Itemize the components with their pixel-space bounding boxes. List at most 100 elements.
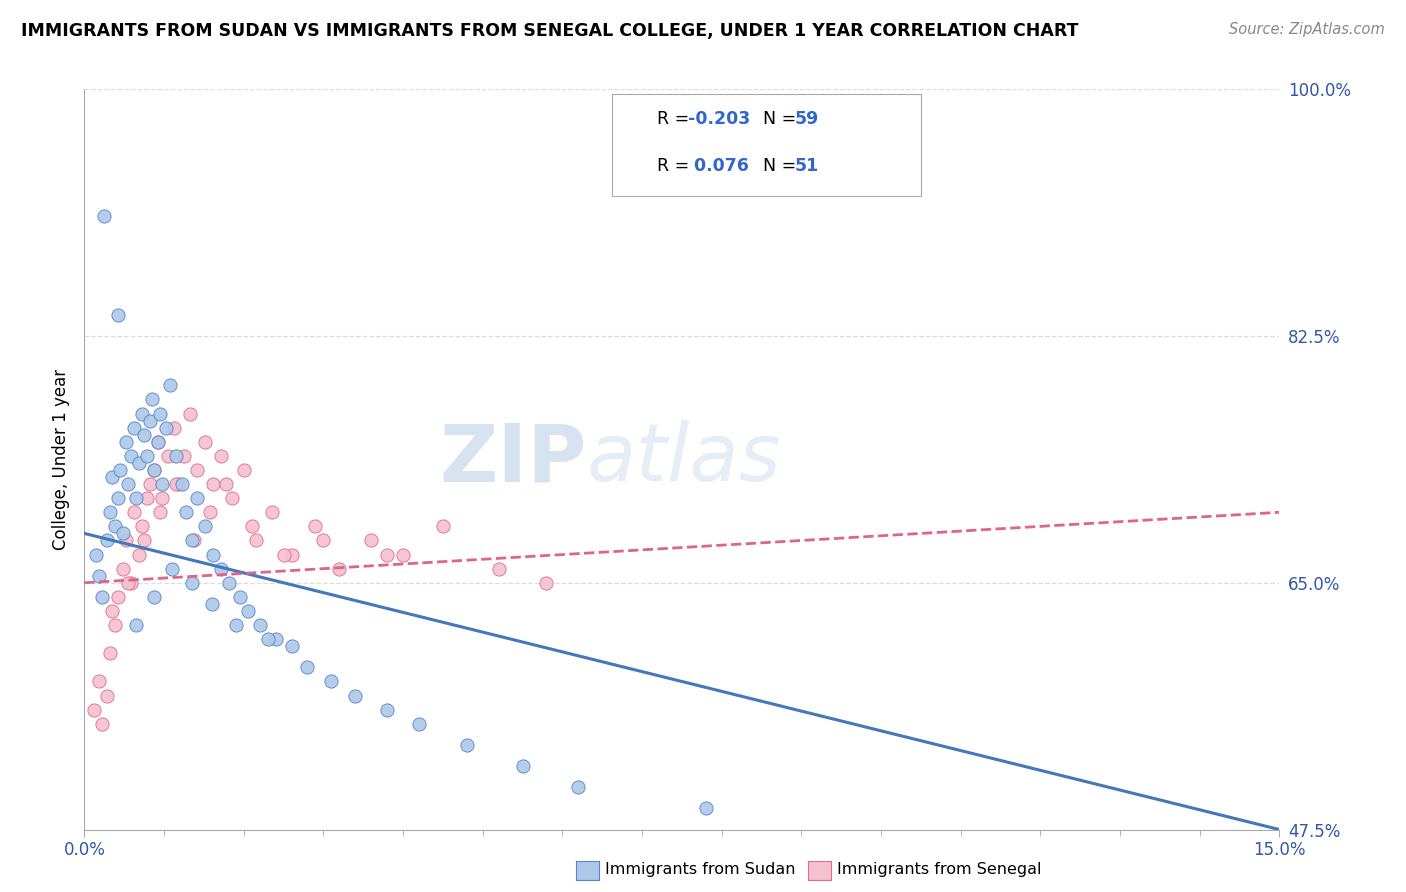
Point [176,505,198,519]
Point [695,801,717,815]
Point [181,575,204,590]
Point [186,491,208,505]
Text: 51: 51 [794,157,818,175]
Point [165,477,187,491]
Point [149,407,172,421]
Point [132,427,156,442]
Point [167,477,190,491]
Point [138,414,160,428]
Point [202,477,225,491]
Point [186,463,208,477]
Point [432,519,454,533]
Point [104,519,127,533]
Text: R =: R = [657,110,695,128]
Point [131,519,153,533]
Point [392,548,415,562]
Point [104,618,127,632]
Point [512,759,534,773]
Text: ZIP: ZIP [439,420,586,499]
Point [87,674,110,689]
Point [117,575,139,590]
Point [98,505,121,519]
Point [159,378,181,392]
Text: Immigrants from Senegal: Immigrants from Senegal [837,863,1040,877]
Point [96,689,118,703]
Point [280,639,302,653]
Point [135,449,157,463]
Point [200,505,222,519]
Point [128,456,150,470]
Point [165,449,187,463]
Text: N =: N = [752,110,801,128]
Point [122,505,145,519]
Point [96,533,118,548]
Point [249,618,271,632]
Point [273,548,295,562]
Point [120,449,142,463]
Point [264,632,287,647]
Point [408,716,430,731]
Point [375,548,398,562]
Point [181,533,204,548]
Point [90,590,112,604]
Point [179,407,201,421]
Point [328,562,350,576]
Point [245,533,267,548]
Point [488,562,510,576]
Point [146,434,169,449]
Point [344,689,367,703]
Point [304,519,326,533]
Point [202,548,225,562]
Point [141,392,163,407]
Point [131,407,153,421]
Point [146,434,169,449]
Point [90,716,112,731]
Text: N =: N = [752,157,801,175]
Point [143,590,166,604]
Point [132,533,156,548]
Point [221,491,243,505]
Point [218,575,240,590]
Text: 0.076: 0.076 [688,157,748,175]
Point [194,434,217,449]
Point [152,477,174,491]
Point [86,548,108,562]
Text: atlas: atlas [586,420,782,499]
Point [160,562,183,576]
Point [125,491,148,505]
Point [215,477,238,491]
Point [143,463,166,477]
Point [162,420,184,434]
Point [111,526,134,541]
Point [87,568,110,582]
Point [114,533,136,548]
Point [209,562,232,576]
Point [135,491,157,505]
Point [567,780,589,795]
Point [375,703,398,717]
Text: R =: R = [657,157,695,175]
Point [360,533,382,548]
Point [98,646,121,660]
Point [194,519,217,533]
Point [232,463,254,477]
Point [110,463,132,477]
Point [229,590,252,604]
Point [321,674,343,689]
Point [143,463,166,477]
Point [101,470,124,484]
Point [120,575,142,590]
Point [456,738,478,752]
Point [122,420,145,434]
Point [260,505,283,519]
Point [225,618,247,632]
Point [114,434,136,449]
Point [297,660,319,674]
Point [312,533,335,548]
Point [256,632,278,647]
Point [107,491,129,505]
Point [138,477,160,491]
Point [107,590,129,604]
Point [236,604,259,618]
Point [149,505,172,519]
